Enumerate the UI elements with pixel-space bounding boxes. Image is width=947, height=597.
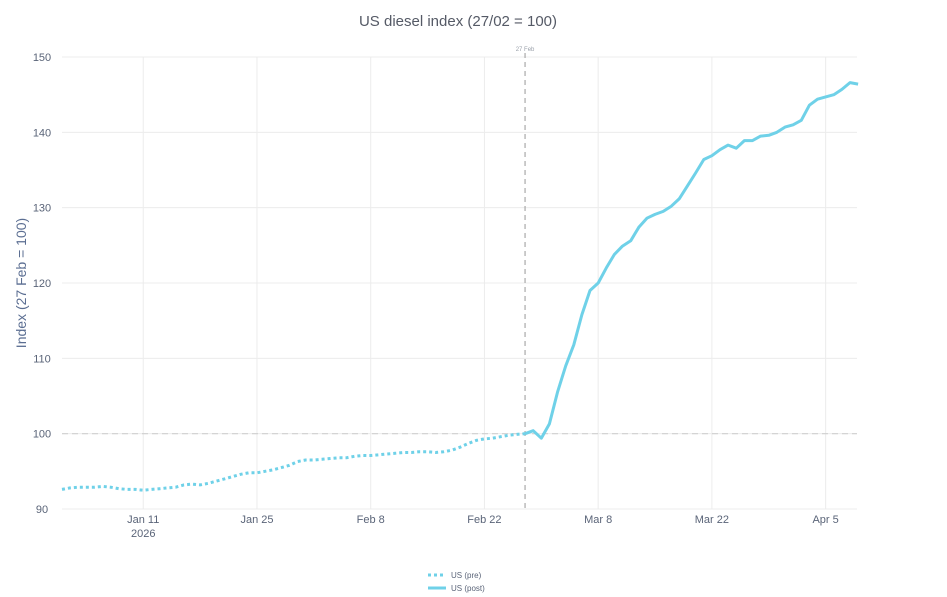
x-tick-label: Mar 8 xyxy=(584,514,612,526)
x-tick-label: Jan 11 xyxy=(127,514,159,526)
x-tick-label: Feb 22 xyxy=(467,514,501,526)
reference-line-label: 27 Feb xyxy=(516,47,535,53)
series-line-us-pre xyxy=(61,432,526,492)
y-tick-label: 100 xyxy=(33,429,51,441)
legend: US (pre) US (post) xyxy=(428,571,485,593)
x-tick-label: Feb 8 xyxy=(357,514,385,526)
legend-label: US (post) xyxy=(451,584,485,593)
legend-label: US (pre) xyxy=(451,571,482,580)
series-lines xyxy=(61,81,859,492)
y-tick-label: 120 xyxy=(33,278,51,290)
series-line-us-post xyxy=(524,81,859,440)
x-tick-label: Apr 5 xyxy=(812,514,838,526)
chart-title: US diesel index (27/02 = 100) xyxy=(359,13,557,30)
y-axis-ticks: 90 100 110 120 130 140 150 xyxy=(33,52,51,516)
reference-lines: 27 Feb xyxy=(62,47,857,509)
y-tick-label: 140 xyxy=(33,127,51,139)
x-axis-ticks: Jan 11 2026 Jan 25 Feb 8 Feb 22 Mar 8 Mar 22 Ap… xyxy=(127,514,839,540)
x-tick-label: Jan 25 xyxy=(240,514,273,526)
grid xyxy=(62,56,857,510)
y-tick-label: 150 xyxy=(33,52,51,64)
x-tick-label: Mar 22 xyxy=(695,514,729,526)
x-tick-sublabel: 2026 xyxy=(131,528,155,540)
y-tick-label: 130 xyxy=(33,203,51,215)
y-axis-label: Index (27 Feb = 100) xyxy=(13,218,29,348)
y-tick-label: 110 xyxy=(33,353,51,365)
y-tick-label: 90 xyxy=(36,504,48,516)
